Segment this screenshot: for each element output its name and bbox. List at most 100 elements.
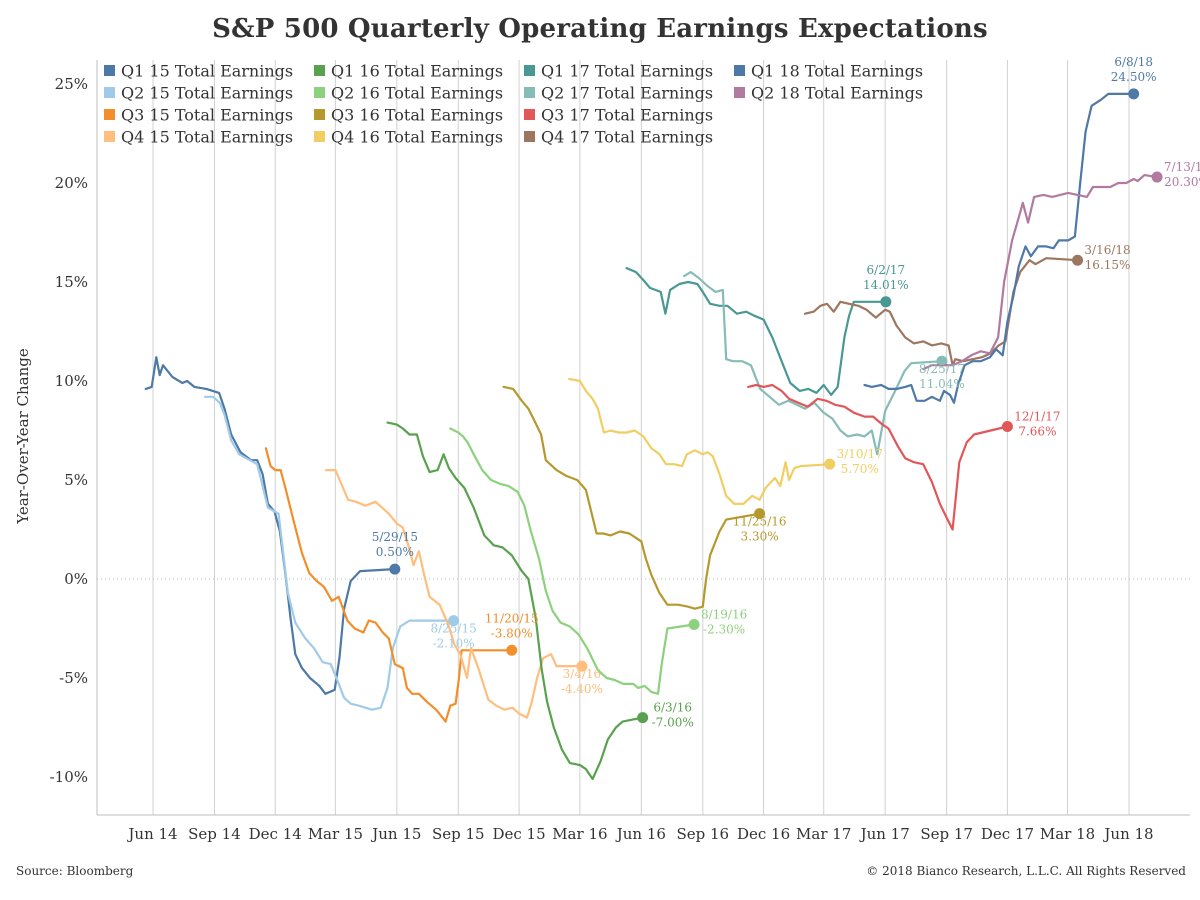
end-marker-1 — [448, 615, 460, 627]
x-tick-label: Sep 17 — [920, 825, 973, 843]
end-label-value-2: -3.80% — [491, 626, 533, 640]
end-label-date-0: 5/29/15 — [372, 530, 418, 544]
series-line-13 — [922, 174, 1159, 371]
legend-label: Q1 16 Total Earnings — [331, 62, 503, 81]
end-marker-3 — [576, 660, 588, 672]
end-label-date-12: 6/8/18 — [1114, 55, 1153, 69]
legend-swatch — [104, 109, 115, 120]
series-line-1 — [204, 395, 455, 711]
end-label-value-5: -2.30% — [703, 623, 745, 637]
legend-label: Q4 16 Total Earnings — [331, 128, 503, 147]
series-line-5 — [449, 427, 696, 695]
end-marker-9 — [936, 355, 948, 367]
source-note: Source: Bloomberg — [16, 864, 134, 878]
legend-item-2: Q3 15 Total Earnings — [104, 106, 293, 125]
legend-swatch — [524, 109, 535, 120]
end-label-value-1: -2.10% — [433, 637, 475, 651]
legend-item-4: Q1 16 Total Earnings — [314, 62, 503, 81]
x-tick-label: Sep 14 — [188, 825, 241, 843]
end-label-date-2: 11/20/15 — [485, 611, 539, 625]
end-label-value-13: 20.30% — [1164, 175, 1200, 189]
legend-swatch — [314, 65, 325, 76]
series-line-11 — [803, 257, 1079, 367]
legend-item-6: Q3 16 Total Earnings — [314, 106, 503, 125]
grid-layer — [97, 60, 1190, 815]
x-tick-label: Mar 18 — [1040, 825, 1095, 843]
legend-label: Q3 17 Total Earnings — [541, 106, 713, 125]
legend-item-5: Q2 16 Total Earnings — [314, 84, 503, 103]
end-marker-8 — [880, 296, 892, 308]
chart-title: S&P 500 Quarterly Operating Earnings Exp… — [212, 14, 988, 44]
legend-label: Q1 18 Total Earnings — [751, 62, 923, 81]
copyright-note: © 2018 Bianco Research, L.L.C. All Right… — [866, 864, 1186, 878]
end-marker-7 — [824, 458, 836, 470]
y-tick-label: 25% — [55, 75, 88, 93]
end-label-value-3: -4.40% — [561, 682, 603, 696]
end-label-date-13: 7/13/18 — [1164, 160, 1200, 174]
end-label-date-4: 6/3/16 — [653, 701, 692, 715]
x-tick-label: Dec 16 — [737, 825, 790, 843]
end-marker-11 — [1072, 254, 1084, 266]
legend-item-12: Q1 18 Total Earnings — [734, 62, 923, 81]
end-label-date-6: 11/25/16 — [733, 515, 787, 529]
x-tick-label: Mar 17 — [796, 825, 851, 843]
legend-item-10: Q3 17 Total Earnings — [524, 106, 713, 125]
y-tick-label: 20% — [55, 174, 88, 192]
legend-label: Q1 17 Total Earnings — [541, 62, 713, 81]
legend-label: Q4 17 Total Earnings — [541, 128, 713, 147]
y-tick-label: 10% — [55, 372, 88, 390]
end-marker-2 — [506, 644, 518, 656]
series-line-10 — [747, 383, 1009, 531]
legend-swatch — [104, 131, 115, 142]
end-label-date-10: 12/1/17 — [1014, 410, 1060, 424]
legend: Q1 15 Total Earnings Q2 15 Total Earnings… — [104, 62, 923, 147]
end-marker-0 — [389, 563, 401, 575]
end-label-value-10: 7.66% — [1018, 425, 1056, 439]
series-line-9 — [683, 271, 944, 456]
legend-item-3: Q4 15 Total Earnings — [104, 128, 293, 147]
legend-swatch — [524, 131, 535, 142]
end-label-value-4: -7.00% — [652, 716, 694, 730]
y-axis-title: Year-Over-Year Change — [14, 348, 32, 525]
legend-swatch — [314, 87, 325, 98]
end-label-date-5: 8/19/16 — [701, 608, 747, 622]
y-tick-label: 15% — [55, 273, 88, 291]
end-label-date-11: 3/16/18 — [1084, 243, 1130, 257]
legend-swatch — [314, 109, 325, 120]
series-line-12 — [863, 92, 1135, 404]
series-line-8 — [625, 267, 887, 396]
series-line-7 — [568, 377, 831, 505]
series-line-0 — [144, 356, 396, 695]
end-label-value-8: 14.01% — [863, 278, 909, 292]
y-tick-label: 5% — [64, 471, 88, 489]
legend-label: Q2 16 Total Earnings — [331, 84, 503, 103]
legend-label: Q4 15 Total Earnings — [121, 128, 293, 147]
x-tick-label: Dec 17 — [981, 825, 1034, 843]
legend-item-0: Q1 15 Total Earnings — [104, 62, 293, 81]
series-line-4 — [386, 421, 644, 781]
end-label-date-1: 8/25/15 — [430, 622, 476, 636]
x-tick-label: Jun 14 — [126, 825, 177, 843]
legend-swatch — [104, 87, 115, 98]
legend-item-7: Q4 16 Total Earnings — [314, 128, 503, 147]
legend-label: Q3 15 Total Earnings — [121, 106, 293, 125]
y-tick-label: -5% — [59, 669, 88, 687]
end-label-value-7: 5.70% — [841, 462, 879, 476]
end-label-layer: 5/29/150.50% 8/25/15-2.10% 11/20/15-3.80% 3… — [372, 55, 1200, 730]
x-tick-label: Dec 15 — [492, 825, 545, 843]
legend-label: Q2 17 Total Earnings — [541, 84, 713, 103]
series-line-3 — [324, 469, 583, 719]
end-marker-6 — [754, 508, 766, 520]
end-label-value-6: 3.30% — [741, 530, 779, 544]
series-line-2 — [264, 447, 513, 723]
x-tick-label: Jun 18 — [1102, 825, 1153, 843]
legend-swatch — [734, 65, 745, 76]
series-layer — [144, 88, 1163, 781]
legend-swatch — [314, 131, 325, 142]
legend-swatch — [524, 87, 535, 98]
y-tick-label: -10% — [50, 768, 88, 786]
x-tick-label: Sep 16 — [676, 825, 729, 843]
end-label-value-12: 24.50% — [1111, 70, 1157, 84]
x-tick-label: Jun 16 — [615, 825, 666, 843]
